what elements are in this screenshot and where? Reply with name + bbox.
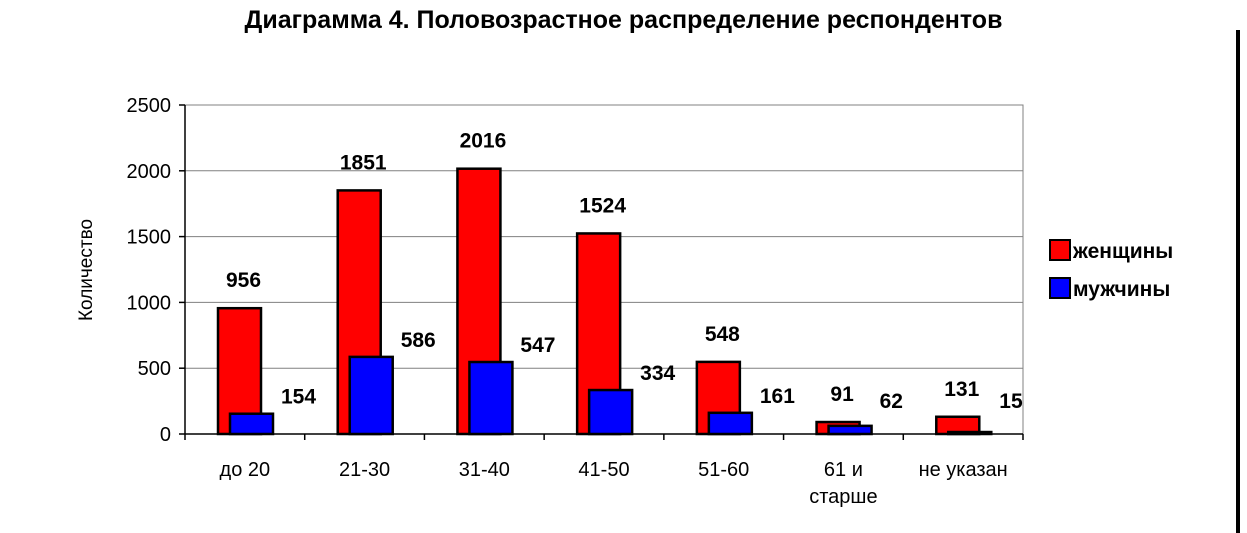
legend-swatch [1049, 277, 1071, 299]
data-label-female: 548 [705, 323, 740, 346]
data-labels: 956 154 1851 586 2016 547 1524 334 548 161 91 62 131… [226, 130, 1023, 413]
data-label-male: 15 [999, 390, 1023, 413]
data-label-female: 2016 [460, 130, 507, 153]
data-label-male: 154 [281, 386, 316, 409]
x-tick-label: 21-30 [339, 459, 390, 481]
x-tick-label: 61 и [824, 459, 863, 481]
bar-male [707, 411, 754, 436]
data-label-male: 62 [880, 390, 903, 413]
x-tick-label: старше [809, 486, 877, 508]
frame-border [1236, 30, 1240, 533]
y-tick-label: 1500 [127, 227, 172, 249]
data-label-male: 547 [520, 334, 555, 357]
legend: женщины мужчины [1049, 239, 1173, 301]
x-tick-label: 51-60 [698, 459, 749, 481]
x-tick-label: до 20 [220, 459, 271, 481]
x-tick-label: 41-50 [578, 459, 629, 481]
bar-male [228, 412, 275, 436]
x-axis: до 20 21-30 31-40 41-50 51-60 61 и старше не ук… [184, 433, 1024, 508]
data-label-female: 1524 [579, 194, 626, 217]
data-label-female: 91 [830, 383, 854, 406]
bar-male [468, 360, 514, 436]
y-axis: 0 500 1000 1500 2000 2500 [127, 95, 186, 446]
bar-male [827, 424, 873, 436]
legend-label: женщины [1072, 240, 1173, 263]
y-tick-label: 2000 [127, 161, 172, 183]
legend-label: мужчины [1073, 278, 1170, 301]
data-label-female: 1851 [340, 151, 387, 174]
data-label-male: 334 [640, 362, 675, 385]
x-tick-label: 31-40 [459, 459, 510, 481]
y-tick-label: 2500 [127, 95, 172, 117]
bars [216, 167, 993, 436]
data-label-male: 586 [401, 329, 436, 352]
y-tick-label: 1000 [127, 292, 172, 314]
data-label-female: 956 [226, 269, 261, 292]
bar-male [587, 388, 634, 436]
y-axis-title: Количество [76, 219, 97, 321]
data-label-female: 131 [944, 378, 979, 401]
bar-male [947, 430, 993, 436]
x-tick-label: не указан [919, 459, 1008, 481]
y-tick-label: 0 [160, 424, 171, 446]
data-label-male: 161 [760, 385, 795, 408]
chart-title: Диаграмма 4. Половозрастное распределени… [244, 6, 1003, 34]
y-tick-label: 500 [138, 358, 171, 380]
legend-swatch [1049, 239, 1071, 261]
bar-male [348, 355, 394, 436]
